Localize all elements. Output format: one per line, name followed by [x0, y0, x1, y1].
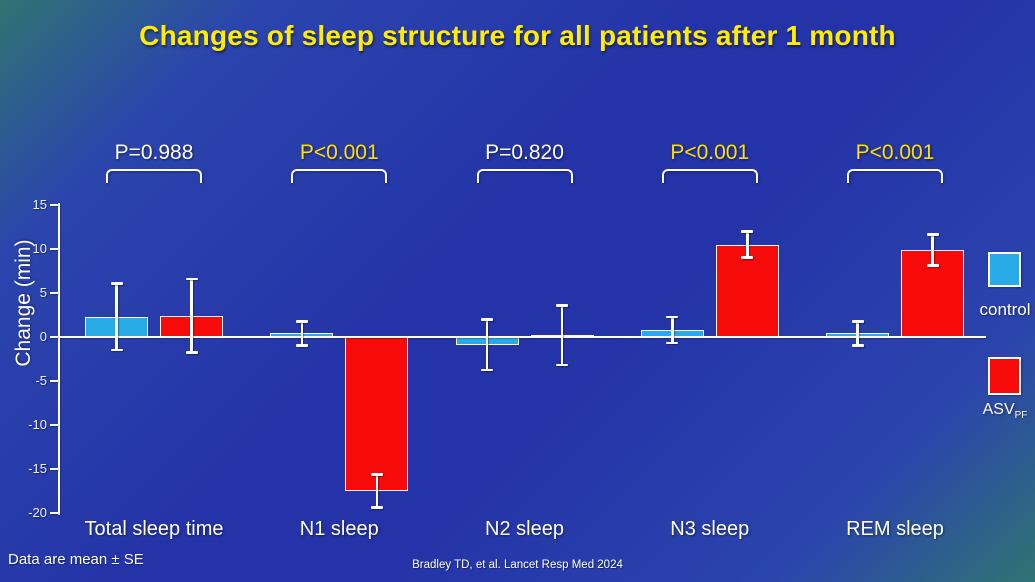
p-value-label-2: P<0.001: [299, 141, 379, 164]
error-cap-top: [295, 320, 308, 323]
y-axis-tick: [50, 424, 58, 426]
error-bar-ASV_PF-1: [190, 278, 193, 353]
legend-asv-subscript: PF: [1014, 410, 1028, 422]
error-cap-bottom: [666, 341, 679, 345]
p-value-label-4: P<0.001: [670, 141, 750, 164]
y-axis-tick-label: -20: [28, 505, 47, 520]
error-bar-control-3: [485, 319, 489, 371]
y-axis-tick-label: 10: [32, 241, 47, 256]
zero-baseline: [59, 336, 986, 338]
error-cap-bottom: [370, 506, 383, 509]
y-axis-tick: [50, 380, 58, 382]
y-axis-tick: [50, 292, 58, 294]
error-bar-ASV_PF-5: [931, 234, 934, 266]
citation: Bradley TD, et al. Lancet Resp Med 2024: [412, 559, 623, 571]
error-cap-bottom: [110, 348, 123, 352]
error-cap-top: [370, 473, 383, 476]
error-cap-top: [481, 318, 493, 321]
legend-swatch-asv: [988, 357, 1021, 395]
y-axis-tick-label: 5: [39, 285, 47, 300]
error-cap-top: [741, 230, 754, 233]
error-cap-bottom: [741, 256, 754, 259]
category-label-4: N3 sleep: [670, 518, 750, 540]
significance-bracket-4: [661, 169, 758, 183]
y-axis-tick-label: 0: [39, 329, 47, 344]
legend-asv-text: ASV: [982, 401, 1015, 418]
y-axis-tick: [50, 468, 58, 470]
legend-label-control: control: [979, 300, 1031, 319]
category-label-5: REM sleep: [846, 518, 944, 540]
error-cap-top: [666, 315, 679, 319]
category-label-3: N2 sleep: [485, 518, 564, 540]
significance-bracket-1: [106, 169, 202, 183]
significance-bracket-5: [847, 169, 943, 183]
error-cap-bottom: [481, 368, 493, 372]
footnote: Data are mean ± SE: [8, 551, 144, 568]
error-cap-bottom: [556, 363, 568, 367]
y-axis-tick-label: -5: [35, 373, 47, 388]
legend-swatch-control: [988, 252, 1021, 287]
error-cap-bottom: [185, 351, 198, 354]
legend-label-asv: ASVPF: [967, 401, 1035, 421]
y-axis-tick: [50, 336, 58, 338]
y-axis-tick-label: 15: [32, 197, 47, 212]
error-cap-top: [110, 282, 123, 285]
error-bar-ASV_PF-2: [375, 474, 378, 508]
error-bar-control-4: [671, 316, 674, 344]
p-value-label-5: P<0.001: [855, 141, 935, 164]
significance-bracket-3: [476, 169, 573, 183]
error-bar-ASV_PF-3: [560, 305, 564, 366]
error-bar-control-2: [300, 321, 303, 346]
error-cap-bottom: [926, 264, 939, 267]
error-cap-top: [185, 277, 198, 281]
y-axis-tick: [50, 512, 58, 514]
error-cap-bottom: [851, 344, 864, 347]
y-axis-title: Change (min): [12, 239, 35, 367]
p-value-label-3: P=0.820: [485, 141, 564, 164]
p-value-label-1: P=0.988: [114, 141, 194, 164]
y-axis-line: [58, 203, 60, 515]
significance-bracket-2: [291, 169, 388, 183]
error-cap-top: [851, 320, 864, 323]
error-cap-top: [556, 304, 568, 307]
error-bar-ASV_PF-4: [746, 231, 749, 258]
y-axis-tick: [50, 248, 58, 250]
y-axis-tick: [50, 204, 58, 206]
bar-ASV_PF-2: [345, 337, 409, 491]
y-axis-tick-label: -15: [28, 461, 47, 476]
error-cap-bottom: [295, 344, 308, 347]
error-bar-control-5: [856, 321, 859, 346]
error-bar-control-1: [115, 283, 118, 351]
category-label-1: Total sleep time: [84, 518, 224, 540]
y-axis-tick-label: -10: [28, 417, 47, 432]
slide-title: Changes of sleep structure for all patie…: [139, 20, 896, 51]
error-cap-top: [926, 233, 939, 236]
category-label-2: N1 sleep: [299, 518, 379, 540]
